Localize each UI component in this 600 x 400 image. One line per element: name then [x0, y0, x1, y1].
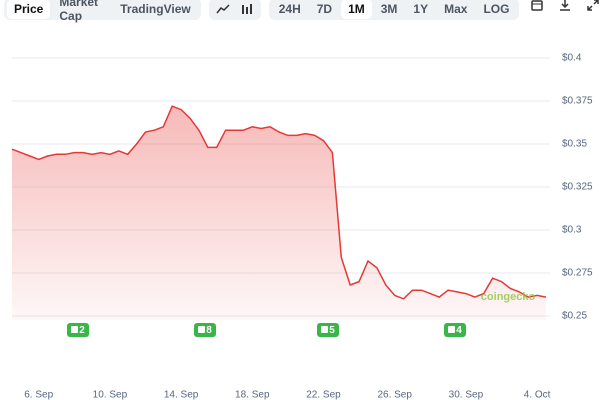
views-tab[interactable]: TradingView [120, 2, 191, 16]
event-icon [321, 326, 328, 333]
x-tick-label: 22. Sep [306, 390, 341, 400]
x-tick-label: 4. Oct [524, 390, 551, 400]
x-tick-label: 14. Sep [164, 390, 199, 400]
price-area [12, 106, 546, 320]
view-tabs: Price Market Cap TradingView [4, 0, 201, 23]
x-tick-label: 10. Sep [93, 390, 128, 400]
x-tick-label: 30. Sep [449, 390, 484, 400]
views-tab[interactable]: Market Cap [59, 0, 99, 23]
event-count: 5 [329, 325, 335, 336]
event-icon [71, 326, 78, 333]
ranges-tab[interactable]: 3M [380, 2, 398, 16]
y-tick-label: $0.25 [562, 311, 587, 322]
watermark: coingecko [481, 291, 536, 303]
line-icon[interactable] [212, 3, 234, 15]
ranges-tab[interactable]: 1M [341, 0, 372, 19]
y-tick-label: $0.35 [562, 139, 587, 150]
event-marker[interactable]: 2 [67, 323, 89, 337]
price-line [11, 105, 547, 300]
toolbar: Price Market Cap TradingView 24H 7D 1M 3M 1Y Ma… [4, 0, 600, 23]
expand-icon[interactable] [583, 0, 600, 20]
ranges-tab[interactable]: LOG [483, 2, 510, 16]
event-count: 2 [79, 325, 85, 336]
ranges-tab[interactable]: Max [444, 2, 468, 16]
event-marker[interactable]: 4 [444, 323, 466, 337]
event-count: 8 [206, 325, 212, 336]
ranges-tab[interactable]: 24H [278, 2, 301, 16]
ranges-tab[interactable]: 7D [316, 2, 333, 16]
event-count: 4 [456, 325, 462, 336]
x-tick-label: 6. Sep [24, 390, 53, 400]
event-marker[interactable]: 5 [317, 323, 339, 337]
event-icon [198, 326, 205, 333]
ranges-tab[interactable]: 1Y [413, 2, 429, 16]
y-tick-label: $0.275 [562, 268, 593, 279]
event-icon [448, 326, 455, 333]
calendar-icon[interactable] [527, 0, 547, 20]
event-marker[interactable]: 8 [194, 323, 216, 337]
views-tab[interactable]: Price [7, 0, 51, 19]
range-tabs: 24H 7D 1M 3M 1Y Max LOG [268, 0, 520, 20]
chart-style [208, 0, 261, 20]
y-tick-label: $0.325 [562, 182, 593, 193]
y-tick-label: $0.4 [562, 53, 582, 64]
y-tick-label: $0.375 [562, 96, 593, 107]
x-tick-label: 26. Sep [377, 390, 412, 400]
x-tick-label: 18. Sep [235, 390, 270, 400]
y-tick-label: $0.3 [562, 225, 582, 236]
candle-icon[interactable] [236, 3, 258, 15]
download-icon[interactable] [555, 0, 575, 20]
